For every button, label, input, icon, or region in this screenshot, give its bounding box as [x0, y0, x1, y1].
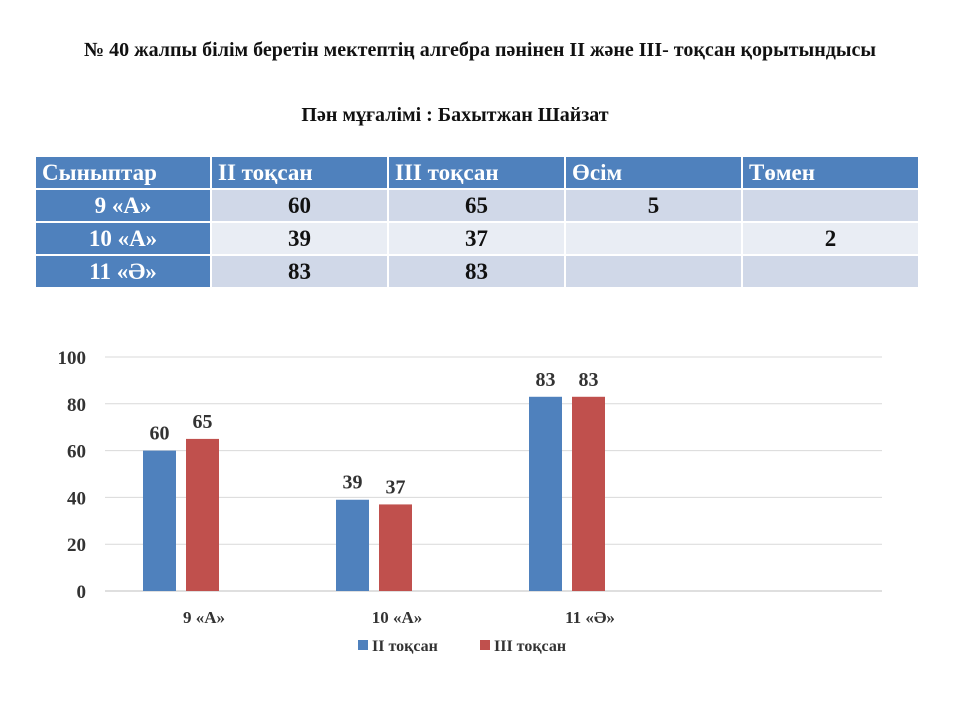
legend-swatch — [480, 640, 490, 650]
bar-chart: 0 20 40 60 80 100 60 65 9 «А» 39 37 10 «А» 83 83 11 «Ә… — [58, 348, 882, 655]
bar — [529, 396, 562, 591]
row-class-label: 9 «А» — [34, 188, 212, 223]
category-label: 9 «А» — [183, 608, 225, 627]
table-header-row: Сыныптар ІІ тоқсан ІІІ тоқсан Өсім Төмен — [34, 155, 920, 190]
bar — [186, 438, 219, 591]
column-header-decline: Төмен — [741, 155, 920, 190]
legend-label: ІІІ тоқсан — [494, 638, 566, 655]
legend-label: ІІ тоқсан — [372, 638, 438, 655]
page-title: № 40 жалпы білім беретін мектептің алгеб… — [84, 39, 876, 61]
cell-q3: 83 — [387, 254, 566, 289]
legend-swatch — [358, 640, 368, 650]
data-label: 83 — [579, 369, 599, 391]
cell-decline — [741, 254, 920, 289]
row-class-label: 11 «Ә» — [34, 254, 212, 289]
column-header-q3: ІІІ тоқсан — [387, 155, 566, 190]
column-header-classes: Сыныптар — [34, 155, 212, 190]
cell-decline — [741, 188, 920, 223]
y-tick-label: 80 — [67, 395, 86, 416]
y-tick-label: 100 — [58, 348, 87, 369]
y-tick-label: 60 — [67, 442, 86, 463]
column-header-q2: ІІ тоқсан — [210, 155, 389, 190]
table-row: 10 «А» 39 37 2 — [34, 221, 920, 256]
cell-q2: 60 — [210, 188, 389, 223]
cell-growth — [564, 254, 743, 289]
column-header-growth: Өсім — [564, 155, 743, 190]
cell-growth — [564, 221, 743, 256]
cell-q2: 39 — [210, 221, 389, 256]
category-label: 11 «Ә» — [565, 608, 615, 627]
table-row: 11 «Ә» 83 83 — [34, 254, 920, 289]
table-row: 9 «А» 60 65 5 — [34, 188, 920, 223]
cell-q2: 83 — [210, 254, 389, 289]
y-tick-label: 40 — [67, 488, 86, 509]
results-table: Сыныптар ІІ тоқсан ІІІ тоқсан Өсім Төмен… — [34, 155, 920, 289]
row-class-label: 10 «А» — [34, 221, 212, 256]
bar — [336, 499, 369, 591]
category-label: 10 «А» — [372, 608, 423, 627]
data-label: 37 — [386, 476, 406, 498]
y-tick-label: 20 — [67, 535, 86, 556]
bar — [572, 396, 605, 591]
cell-q3: 37 — [387, 221, 566, 256]
teacher-name: Пән мұғалімі : Бахытжан Шайзат — [301, 104, 609, 126]
data-label: 39 — [343, 472, 363, 494]
cell-q3: 65 — [387, 188, 566, 223]
bar — [143, 450, 176, 591]
cell-growth: 5 — [564, 188, 743, 223]
y-tick-label: 0 — [77, 582, 87, 603]
data-label: 60 — [150, 423, 170, 445]
cell-decline: 2 — [741, 221, 920, 256]
data-label: 83 — [536, 369, 556, 391]
data-label: 65 — [193, 411, 213, 433]
bar — [379, 504, 412, 591]
